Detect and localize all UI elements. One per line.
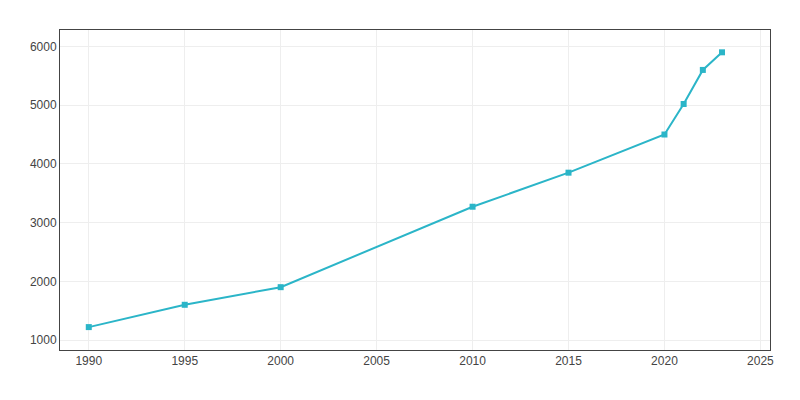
svg-text:1995: 1995 [171, 354, 198, 368]
svg-text:4000: 4000 [30, 157, 57, 171]
svg-text:6000: 6000 [30, 40, 57, 54]
svg-text:1990: 1990 [75, 354, 102, 368]
svg-text:2000: 2000 [267, 354, 294, 368]
svg-text:2005: 2005 [363, 354, 390, 368]
svg-text:2015: 2015 [555, 354, 582, 368]
svg-text:3000: 3000 [30, 216, 57, 230]
svg-text:2025: 2025 [747, 354, 774, 368]
svg-text:2000: 2000 [30, 275, 57, 289]
svg-text:5000: 5000 [30, 98, 57, 112]
svg-text:2020: 2020 [651, 354, 678, 368]
svg-text:1000: 1000 [30, 333, 57, 347]
svg-text:2010: 2010 [459, 354, 486, 368]
